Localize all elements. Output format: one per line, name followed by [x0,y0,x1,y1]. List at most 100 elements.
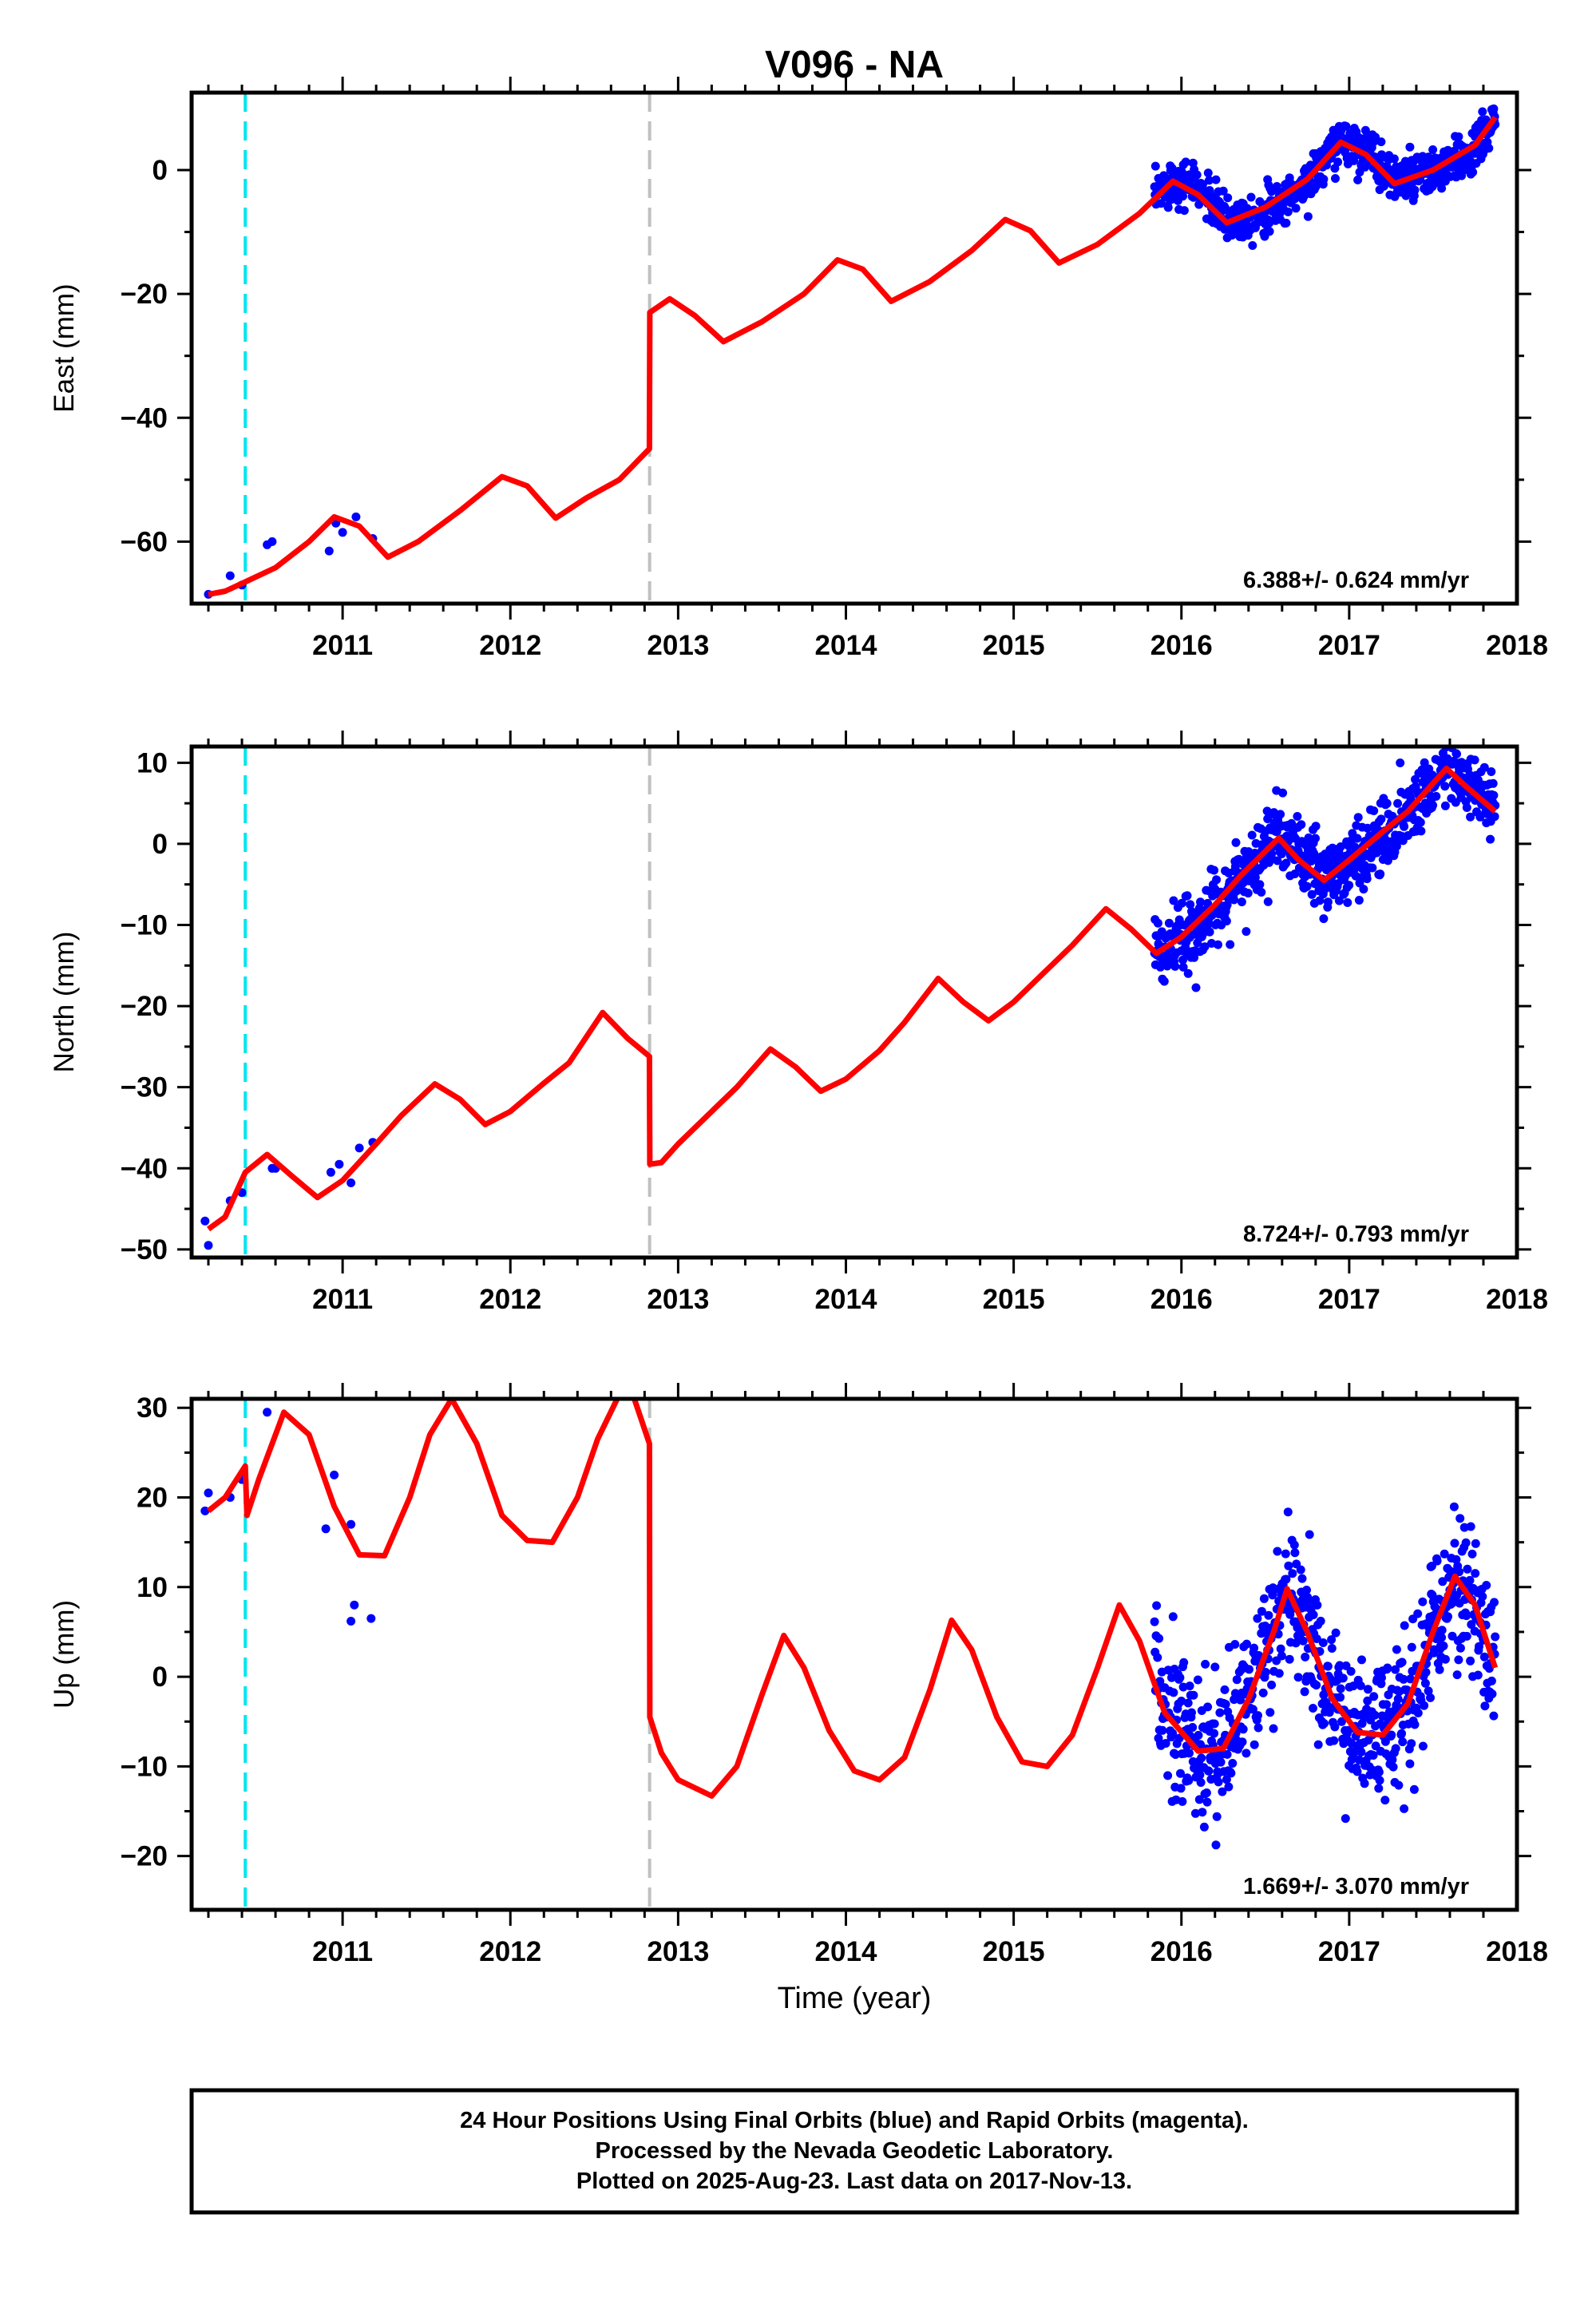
data-point [1372,848,1381,858]
data-point [1194,1795,1204,1804]
data-point [1200,942,1210,952]
data-point [1168,1612,1178,1622]
data-point [1153,1653,1162,1662]
data-point [1393,1702,1403,1712]
data-point [1338,1673,1348,1683]
data-point [225,571,235,580]
data-point [335,1159,344,1169]
y-tick-label: −10 [121,1751,168,1782]
data-point [1363,1685,1372,1694]
data-point [1163,1771,1173,1780]
data-point [350,1600,359,1610]
data-point [1362,874,1372,884]
data-point [1462,1611,1471,1621]
x-tick-label: 2016 [1150,1284,1213,1315]
data-point [1230,895,1239,905]
y-tick-label: 0 [152,829,168,860]
data-point [1388,1762,1398,1772]
data-point [1249,1740,1259,1749]
data-point [1183,1698,1193,1708]
data-point [1388,1755,1397,1765]
data-point [1397,1729,1406,1738]
data-point [326,1167,335,1177]
data-point [1467,1620,1476,1630]
data-point [1242,1749,1251,1758]
x-tick-label: 2015 [983,1936,1045,1967]
data-point [1363,1696,1372,1705]
data-point [1287,818,1297,828]
data-point [1360,125,1370,135]
data-point [1467,1549,1477,1559]
data-point [1301,1652,1310,1662]
data-point [1212,875,1222,885]
data-point [1203,898,1213,908]
data-point [1471,1569,1480,1578]
data-point [1170,961,1180,971]
data-point [1237,897,1246,907]
data-point [1421,1668,1431,1677]
data-point [1400,822,1409,831]
data-point [1435,1665,1444,1674]
data-point [1150,161,1160,171]
data-point [1177,898,1186,908]
data-point [1428,801,1438,810]
data-point [1478,107,1487,117]
data-point [1204,1766,1214,1776]
x-tick-label: 2018 [1486,1936,1548,1967]
x-tick-label: 2017 [1318,1936,1380,1967]
data-point [1253,1614,1262,1623]
data-point [1203,1702,1213,1712]
data-point [1440,1549,1449,1559]
data-point [1267,1680,1277,1689]
data-point [1418,1741,1428,1751]
data-point [1376,137,1386,147]
data-point [1152,1601,1162,1610]
data-point [1400,1804,1409,1813]
data-point [1243,889,1253,898]
data-point [1413,1609,1423,1618]
data-point [1432,791,1441,801]
x-tick-label: 2011 [312,630,373,661]
data-point [1185,1681,1194,1691]
data-point [1158,1725,1167,1735]
data-point [1327,1644,1337,1653]
data-point [1226,940,1235,949]
data-point [1380,1796,1390,1805]
data-point [1329,1736,1339,1745]
data-point [347,1617,356,1626]
data-point [330,1470,339,1479]
y-tick-label: 20 [137,1483,168,1514]
up-plot-area [200,1399,1500,1910]
data-point [1222,917,1231,926]
x-tick-label: 2016 [1150,630,1213,661]
data-point [1370,1710,1380,1720]
data-point [1297,1574,1307,1583]
data-point [263,1408,272,1417]
data-point [1210,1662,1220,1672]
data-point [1168,1729,1178,1738]
data-point [1190,1808,1200,1818]
data-point [1413,1709,1423,1717]
x-tick-label: 2016 [1150,1936,1213,1967]
data-point [1449,1502,1459,1511]
data-point [1175,1673,1185,1682]
y-tick-label: 10 [137,1572,168,1603]
data-point [1289,1540,1299,1550]
data-point [1210,1729,1219,1738]
data-point [351,512,361,521]
data-point [1457,171,1467,180]
data-point [1489,1711,1499,1721]
data-point [1393,798,1403,808]
data-point [1470,755,1479,765]
data-point [1452,1670,1462,1680]
data-point [1420,1678,1430,1688]
x-tick-label: 2015 [983,630,1045,661]
y-tick-label: −30 [121,1072,168,1103]
data-point [1178,192,1187,201]
x-tick-label: 2017 [1318,630,1380,661]
x-tick-label: 2014 [815,630,877,661]
data-point [1265,227,1274,236]
data-point [1350,842,1360,852]
data-point [1336,1684,1345,1693]
